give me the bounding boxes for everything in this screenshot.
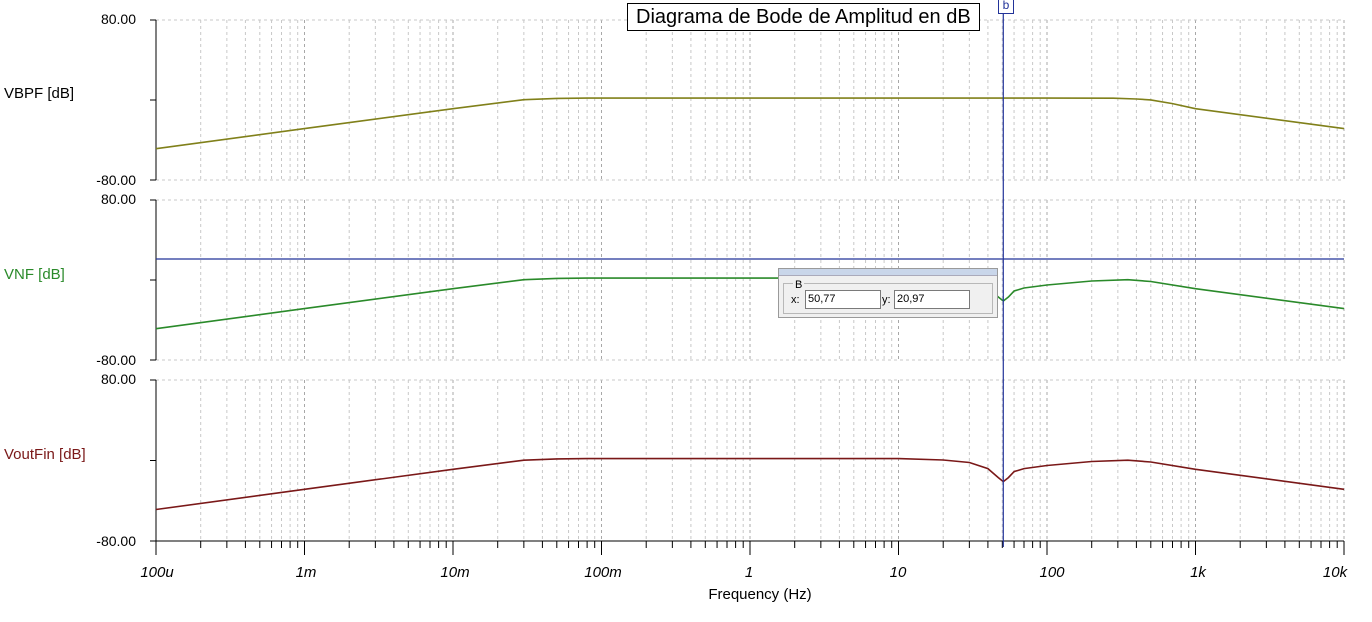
xtick-label: 100 bbox=[1039, 564, 1065, 581]
xtick-label: 10 bbox=[889, 564, 907, 581]
series-line-0 bbox=[155, 97, 1345, 150]
cursor-x-value-field[interactable]: 50,77 bbox=[805, 290, 881, 309]
panel-label-vnf: VNF [dB] bbox=[4, 266, 65, 283]
x-axis-label: Frequency (Hz) bbox=[708, 586, 812, 603]
xtick-label: 1m bbox=[295, 564, 317, 581]
panel-label-vbpf: VBPF [dB] bbox=[4, 85, 75, 102]
xtick-label: 10k bbox=[1322, 564, 1348, 581]
ytick-bottom-panel2: -80.00 bbox=[96, 352, 136, 368]
xtick-label: 10m bbox=[440, 564, 470, 581]
xtick-label: 100u bbox=[140, 564, 174, 581]
frame-layer bbox=[150, 19, 1345, 555]
cursor-layer[interactable] bbox=[156, 12, 1344, 547]
cursor-readout-panel[interactable]: B x: 50,77 y: 20,97 bbox=[778, 268, 998, 318]
cursor-marker-tag[interactable]: b bbox=[998, 0, 1014, 14]
cursor-y-label: y: bbox=[882, 294, 891, 306]
ytick-top-panel1: 80.00 bbox=[100, 11, 136, 27]
cursor-x-label: x: bbox=[791, 294, 800, 306]
ytick-bottom-panel3: -80.00 bbox=[96, 533, 136, 549]
ytick-bottom-panel1: -80.00 bbox=[96, 172, 136, 188]
ytick-top-panel2: 80.00 bbox=[100, 191, 136, 207]
series-line-2 bbox=[155, 457, 1345, 511]
xtick-label: 100m bbox=[584, 564, 622, 581]
xtick-label: 1 bbox=[744, 564, 754, 581]
cursor-name: B bbox=[793, 279, 805, 291]
xtick-label: 1k bbox=[1190, 564, 1206, 581]
panel-label-voutfin: VoutFin [dB] bbox=[4, 446, 86, 463]
cursor-y-value-field[interactable]: 20,97 bbox=[894, 290, 970, 309]
ytick-top-panel3: 80.00 bbox=[100, 371, 136, 387]
cursor-readout-group bbox=[783, 283, 993, 314]
cursor-readout-titlebar[interactable] bbox=[779, 269, 997, 276]
chart-title: Diagrama de Bode de Amplitud en dB bbox=[627, 3, 980, 31]
